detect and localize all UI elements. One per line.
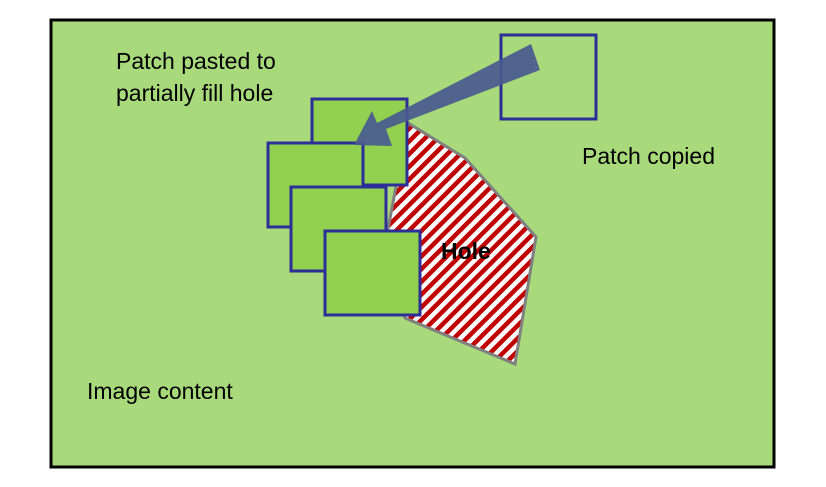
pasted-patch-4	[323, 229, 422, 317]
image-content-label: Image content	[87, 378, 233, 404]
patch-copied-label: Patch copied	[582, 143, 715, 169]
copy-arrow-icon	[354, 44, 540, 146]
hole-label: Hole	[441, 238, 491, 264]
patch-pasted-label-line1: Patch pasted to	[116, 48, 276, 74]
patch-pasted-label-line2: partially fill hole	[116, 80, 273, 106]
